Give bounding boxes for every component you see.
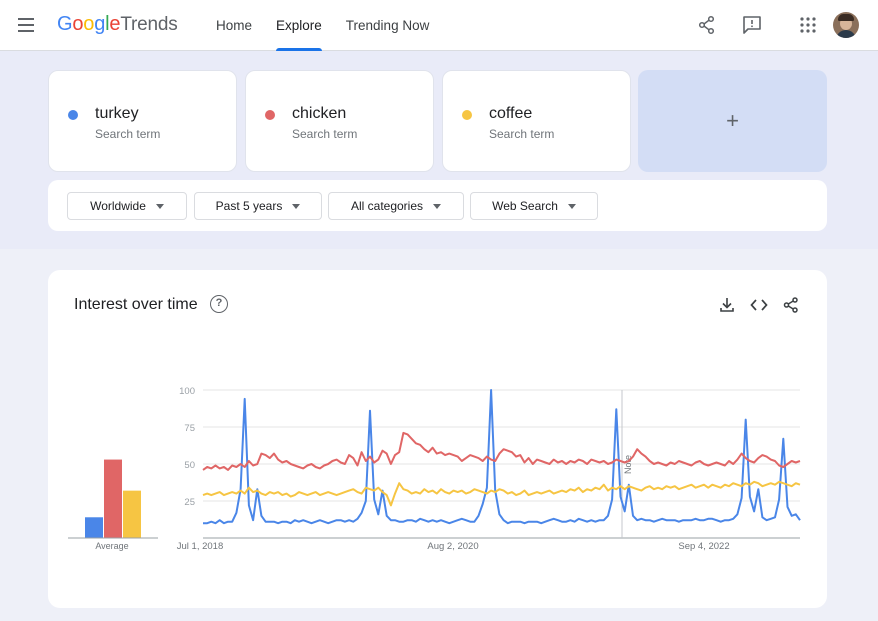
y-tick-label: 100 [179,386,195,397]
y-tick-label: 25 [184,497,195,508]
nav-explore[interactable]: Explore [264,0,334,51]
add-comparison-button[interactable]: + [638,70,827,172]
note-marker-label: Note [623,455,633,474]
share-icon[interactable] [782,296,800,314]
series-line-turkey [203,389,801,525]
caret-down-icon [433,203,442,209]
caret-down-icon [567,203,576,209]
term-name: coffee [489,105,533,122]
menu-icon[interactable] [18,18,34,32]
avatar[interactable] [833,12,859,38]
share-icon[interactable] [696,14,718,36]
y-tick-label: 75 [184,423,195,434]
filter-search-type[interactable]: Web Search [470,192,598,220]
download-icon[interactable] [718,296,736,314]
y-tick-label: 50 [184,460,195,471]
search-term-card-coffee[interactable]: coffee Search term [442,70,631,172]
filter-time-range[interactable]: Past 5 years [194,192,322,220]
caret-down-icon [155,203,164,209]
average-bar-chicken [104,459,122,538]
x-tick-label: Sep 4, 2022 [678,541,729,552]
chart-gridlines: 25 50 75 100 Jul 1, 2018 Aug 2, 2020 Sep 4, 20… [177,386,800,552]
feedback-icon[interactable] [741,14,763,36]
average-bars: Average [68,459,158,551]
chart-series-lines [202,389,801,525]
series-color-dot [68,110,78,120]
term-subtitle: Search term [489,127,555,141]
average-bar-coffee [123,490,141,538]
nav-home[interactable]: Home [216,18,253,33]
interest-chart: Average 25 50 75 100 Jul 1, 2018 Aug 2, 2020 S… [68,386,801,552]
apps-icon[interactable] [797,14,819,36]
x-tick-label: Aug 2, 2020 [427,541,478,552]
nav-trending-now[interactable]: Trending Now [345,18,430,33]
chart-title: Interest over time [74,296,198,313]
caret-down-icon [292,203,301,209]
main-nav: Home Explore Trending Now [204,0,441,51]
interest-over-time-card: Interest over time ? Average 25 50 75 100 Ju… [48,270,827,608]
top-app-bar: GoogleTrends Home Explore Trending Now [0,0,878,51]
search-term-card-turkey[interactable]: turkey Search term [48,70,237,172]
explore-panel: turkey Search term chicken Search term c… [0,51,878,249]
series-line-coffee [202,480,801,507]
term-name: chicken [292,105,347,122]
term-name: turkey [95,105,139,122]
series-color-dot [265,110,275,120]
series-line-chicken [202,431,801,471]
series-color-dot [462,110,472,120]
average-label: Average [95,541,128,551]
embed-icon[interactable] [750,296,768,314]
filter-region[interactable]: Worldwide [67,192,187,220]
x-tick-label: Jul 1, 2018 [177,541,223,552]
help-icon[interactable]: ? [210,295,228,313]
term-subtitle: Search term [292,127,358,141]
google-trends-logo[interactable]: GoogleTrends [57,13,178,35]
filter-category[interactable]: All categories [328,192,464,220]
search-term-card-chicken[interactable]: chicken Search term [245,70,434,172]
term-subtitle: Search term [95,127,161,141]
filter-bar: Worldwide Past 5 years All categories We… [48,180,827,231]
average-bar-turkey [85,517,103,538]
